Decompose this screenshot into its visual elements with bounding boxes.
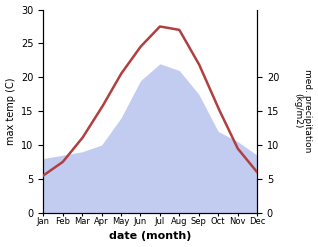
X-axis label: date (month): date (month) (109, 231, 191, 242)
Y-axis label: max temp (C): max temp (C) (5, 77, 16, 145)
Y-axis label: med. precipitation
(kg/m2): med. precipitation (kg/m2) (293, 69, 313, 153)
